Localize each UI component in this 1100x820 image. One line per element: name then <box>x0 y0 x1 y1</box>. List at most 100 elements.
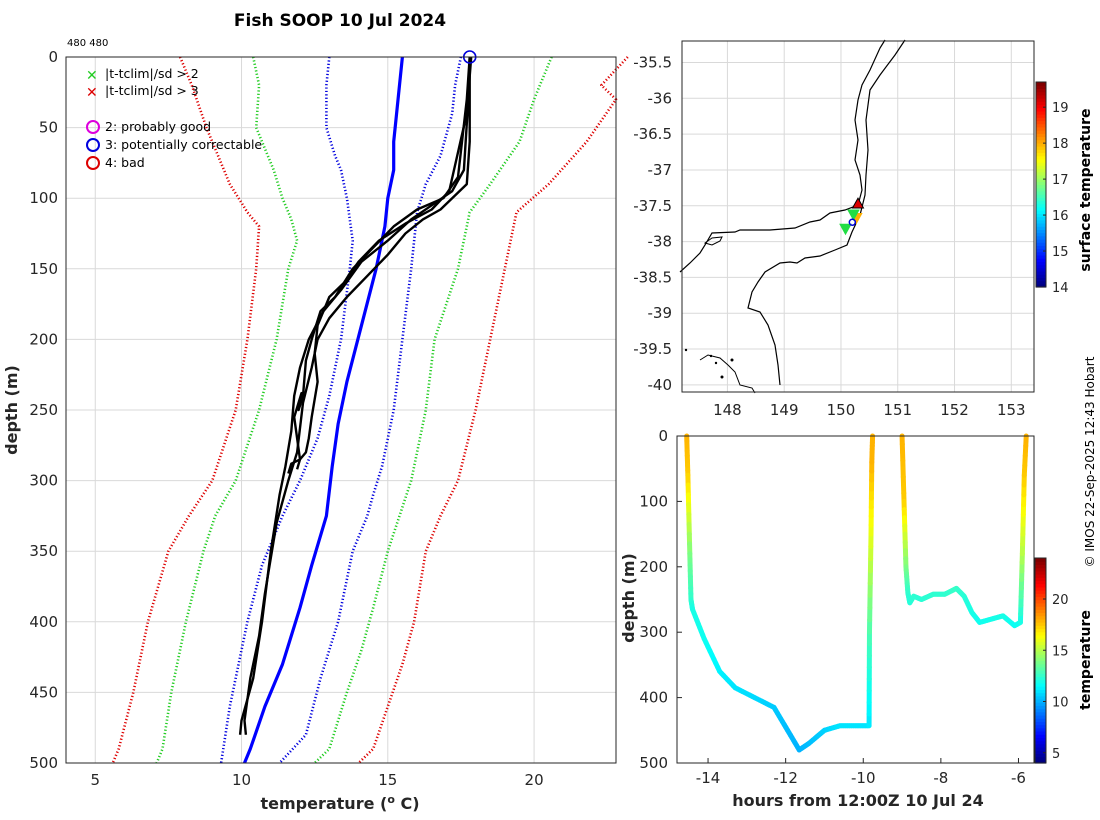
map-colorbar-slice <box>1036 261 1046 266</box>
timeseries-ytick-label: 500 <box>639 754 668 772</box>
map-colorbar-slice <box>1036 91 1046 96</box>
timeseries-colorbar-slice <box>1035 561 1046 566</box>
map-colorbar-slice <box>1036 110 1046 115</box>
map-colorbar-slice <box>1036 190 1046 195</box>
map-colorbar-slice <box>1036 213 1046 218</box>
timeseries-ytick-label: 400 <box>639 689 668 707</box>
profile-legend: ✕ |t-tclim|/sd > 2 ✕ |t-tclim|/sd > 3 2:… <box>86 66 262 170</box>
islet <box>730 358 734 362</box>
map-colorbar-tick-label: 17 <box>1052 173 1069 188</box>
map-colorbar-slice <box>1036 162 1046 166</box>
timeseries-colorbar-slice <box>1035 756 1046 761</box>
map-marker-triangle-up <box>851 197 865 209</box>
islet <box>684 348 688 352</box>
timeseries-colorbar-slice <box>1035 689 1046 694</box>
timeseries-ytick-label: 300 <box>639 623 668 641</box>
timeseries-colorbar-slice <box>1035 660 1046 665</box>
timeseries-xtick-label: -14 <box>696 769 721 787</box>
legend-label-3sd: |t-tclim|/sd > 3 <box>105 83 199 98</box>
map-colorbar-slice <box>1036 187 1046 192</box>
profile-line-profile-a <box>243 57 471 735</box>
timeseries-axes-box <box>676 435 1035 764</box>
timeseries-colorbar-box <box>1034 557 1047 764</box>
profile-ytick-label: 50 <box>39 119 58 137</box>
timeseries-ytick-label: 0 <box>658 427 668 445</box>
map-colorbar-slice <box>1036 270 1046 275</box>
timeseries-colorbar-slice <box>1035 730 1046 735</box>
map-colorbar-slice <box>1036 280 1046 285</box>
profile-xtick-label: 15 <box>378 771 397 789</box>
map-colorbar-slice <box>1036 184 1046 189</box>
map-ytick-label: -36.5 <box>633 125 672 143</box>
timeseries-colorbar-slice <box>1035 650 1046 655</box>
timeseries-colorbar-slice <box>1035 753 1046 758</box>
map-colorbar-slice <box>1036 152 1046 157</box>
timeseries-xtick-label: -8 <box>933 769 948 787</box>
timeseries-colorbar-slice <box>1035 599 1046 604</box>
legend-label-2sd: |t-tclim|/sd > 2 <box>105 66 199 81</box>
map-colorbar-slice <box>1036 85 1046 90</box>
map-ytick-label: -39.5 <box>633 340 672 358</box>
timeseries-colorbar-slice <box>1035 734 1046 738</box>
profile-subtitle: 480 480 <box>67 38 108 49</box>
profile-ytick-label: 500 <box>29 754 58 772</box>
timeseries-colorbar-slice <box>1035 724 1046 729</box>
timeseries-ylabel: depth (m) <box>619 553 638 643</box>
timeseries-colorbar-slice <box>1035 746 1046 751</box>
timeseries-colorbar-slice <box>1035 676 1046 681</box>
profile-line-clim-1sd <box>219 56 355 764</box>
map-colorbar-slice <box>1036 120 1046 125</box>
map-xtick-label: 149 <box>770 401 799 419</box>
profile-ytick-label: 200 <box>29 330 58 348</box>
map-colorbar-tick-label: 16 <box>1052 209 1069 224</box>
map-colorbar-slice <box>1036 203 1046 208</box>
timeseries-colorbar-slice <box>1035 708 1046 713</box>
timeseries-colorbar-slice <box>1035 609 1046 614</box>
legend-x-marker-red: ✕ <box>86 85 98 101</box>
map-colorbar-slice <box>1036 264 1046 269</box>
map-xtick-label: 150 <box>827 401 856 419</box>
map-colorbar-slice <box>1036 165 1046 170</box>
profile-xtick-label: 5 <box>90 771 100 789</box>
map-coastline <box>679 39 906 394</box>
map-marker-circle <box>848 218 857 226</box>
timeseries-colorbar-slice <box>1035 711 1046 716</box>
timeseries-colorbar-slice <box>1035 602 1046 607</box>
timeseries-colorbar-slice <box>1035 631 1046 636</box>
profile-xlabel: temperature (o C) <box>260 793 419 813</box>
island-outline <box>703 236 723 246</box>
timeseries-colorbar-slice <box>1035 692 1046 697</box>
profile-ytick-label: 300 <box>29 472 58 490</box>
timeseries-colorbar-slice <box>1035 727 1046 732</box>
map-xtick-label: 148 <box>713 401 742 419</box>
map-colorbar-slice <box>1036 229 1046 234</box>
map-ytick-label: -39 <box>648 304 673 322</box>
timeseries-colorbar-slice <box>1035 583 1046 588</box>
legend-label-good: 2: probably good <box>105 119 211 134</box>
timeseries-colorbar-slice <box>1035 695 1046 700</box>
map-colorbar-slice <box>1036 200 1046 205</box>
legend-circle-blue <box>86 138 100 152</box>
timeseries-colorbar-slice <box>1035 673 1046 678</box>
map-colorbar-slice <box>1036 107 1046 112</box>
map-ytick-label: -38 <box>648 233 673 251</box>
map-colorbar-tick-label: 14 <box>1052 281 1069 296</box>
map-marker-triangle-down <box>839 223 852 236</box>
map-ytick-label: -37 <box>648 161 673 179</box>
timeseries-colorbar-slice <box>1035 615 1046 620</box>
timeseries-colorbar-slice <box>1035 641 1046 646</box>
profile-ylabel: depth (m) <box>2 365 21 455</box>
map-xtick-label: 152 <box>940 401 969 419</box>
profile-line-clim-2sd <box>155 56 299 764</box>
timeseries-colorbar-tick-label: 5 <box>1052 747 1060 762</box>
legend-label-bad: 4: bad <box>105 155 145 170</box>
timeseries-colorbar-slice <box>1035 586 1046 591</box>
coastline-nsw-bass <box>747 39 906 386</box>
map-colorbar-slice <box>1036 258 1046 262</box>
islet <box>720 375 724 379</box>
map-colorbar-slice <box>1036 155 1046 160</box>
map-colorbar-slice <box>1036 171 1046 176</box>
map-colorbar-slice <box>1036 222 1046 227</box>
timeseries-colorbar-slice <box>1035 596 1046 601</box>
